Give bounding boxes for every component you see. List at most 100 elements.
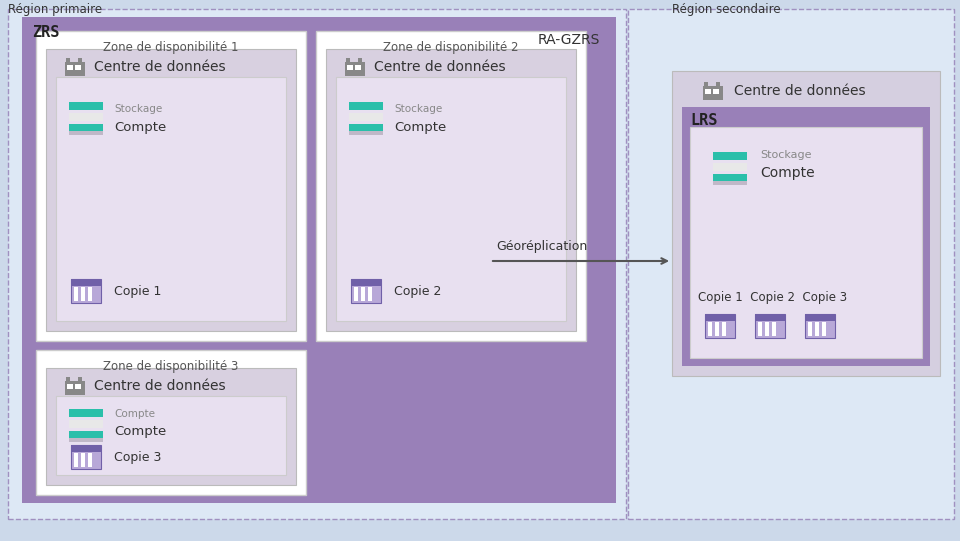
Text: Zone de disponibilité 3: Zone de disponibilité 3 [104, 360, 239, 373]
Bar [36, 350, 306, 495]
Bar [66, 58, 70, 62]
Bar [8, 9, 626, 519]
Bar [75, 384, 81, 389]
Text: Zone de disponibilité 1: Zone de disponibilité 1 [104, 41, 239, 54]
Text: LRS: LRS [690, 113, 717, 128]
Bar [69, 431, 103, 439]
Bar [65, 381, 84, 395]
Bar [705, 314, 735, 321]
Bar [822, 322, 826, 336]
Bar [672, 71, 940, 376]
Text: Centre de données: Centre de données [374, 60, 506, 74]
Bar [713, 163, 747, 171]
Bar [682, 107, 930, 366]
Text: RA-GZRS: RA-GZRS [538, 33, 600, 47]
Bar [71, 279, 101, 303]
Text: Compte: Compte [114, 121, 166, 134]
Bar [708, 322, 712, 336]
Bar [69, 420, 103, 428]
Bar [326, 49, 576, 331]
Bar [628, 9, 954, 519]
Bar [88, 453, 92, 467]
Text: Compte: Compte [760, 166, 815, 180]
Bar [722, 322, 726, 336]
Bar [349, 113, 383, 121]
Bar [361, 287, 365, 301]
Text: Copie 1  Copie 2  Copie 3: Copie 1 Copie 2 Copie 3 [698, 292, 847, 305]
Bar [346, 58, 350, 62]
Bar [355, 65, 361, 70]
Text: Zone de disponibilité 2: Zone de disponibilité 2 [383, 41, 518, 54]
Bar [36, 31, 306, 341]
Bar [69, 113, 103, 121]
Bar [354, 287, 358, 301]
Text: Centre de données: Centre de données [94, 379, 226, 393]
Bar [67, 65, 73, 70]
Bar [71, 279, 101, 286]
Bar [358, 58, 362, 62]
Bar [704, 82, 708, 86]
Bar [46, 49, 296, 331]
Text: Géoréplication: Géoréplication [496, 240, 588, 253]
Bar [805, 314, 835, 338]
Text: Copie 2: Copie 2 [394, 285, 442, 298]
Text: Compte: Compte [114, 426, 166, 439]
Bar [703, 86, 723, 100]
Bar [69, 131, 103, 135]
Bar [75, 65, 81, 70]
Text: ZRS: ZRS [32, 25, 60, 40]
Bar [805, 314, 835, 321]
Text: Stockage: Stockage [114, 104, 162, 114]
Text: Région primaire: Région primaire [8, 3, 102, 16]
Bar [345, 62, 365, 76]
Bar [808, 322, 812, 336]
Bar [69, 409, 103, 417]
Bar [56, 77, 286, 321]
Bar [22, 17, 616, 503]
Bar [88, 287, 92, 301]
Bar [74, 287, 78, 301]
Bar [46, 368, 296, 485]
Bar [713, 174, 747, 182]
Text: Compte: Compte [394, 121, 446, 134]
Bar [316, 31, 586, 341]
Bar [69, 124, 103, 132]
Bar [349, 124, 383, 132]
Bar [351, 279, 381, 303]
Bar [71, 445, 101, 452]
Bar [755, 314, 785, 321]
Bar [755, 314, 785, 338]
Text: Région secondaire: Région secondaire [672, 3, 780, 16]
Bar [715, 322, 719, 336]
Bar [716, 82, 720, 86]
Text: Centre de données: Centre de données [94, 60, 226, 74]
Text: Copie 3: Copie 3 [114, 451, 161, 464]
Bar [56, 396, 286, 475]
Bar [713, 181, 747, 185]
Bar [368, 287, 372, 301]
Bar [351, 279, 381, 286]
Text: Stockage: Stockage [394, 104, 443, 114]
Bar [65, 62, 84, 76]
Text: Stockage: Stockage [760, 150, 811, 160]
Bar [78, 377, 82, 381]
Bar [67, 384, 73, 389]
Bar [705, 314, 735, 338]
Bar [78, 58, 82, 62]
Bar [349, 102, 383, 110]
Bar [690, 127, 922, 358]
Bar [71, 445, 101, 469]
Bar [74, 453, 78, 467]
Bar [705, 89, 711, 94]
Bar [758, 322, 762, 336]
Bar [81, 287, 85, 301]
Bar [66, 377, 70, 381]
Text: Copie 1: Copie 1 [114, 285, 161, 298]
Bar [815, 322, 819, 336]
Text: Compte: Compte [114, 409, 155, 419]
Bar [336, 77, 566, 321]
Bar [347, 65, 353, 70]
Bar [81, 453, 85, 467]
Text: Centre de données: Centre de données [734, 84, 866, 98]
Bar [69, 438, 103, 442]
